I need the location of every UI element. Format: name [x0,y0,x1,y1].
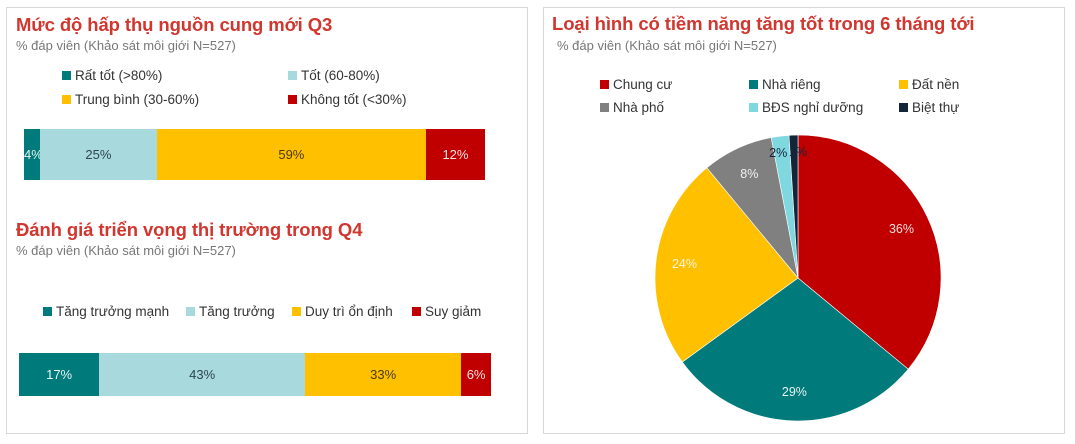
legend-swatch-icon [749,103,758,112]
legend-label: Nhà phố [613,100,665,115]
bar-segment-very-good: 4% [24,129,41,180]
bar-segment-not-good: 12% [425,129,485,180]
legend-item-good: Tốt (60-80%) [288,68,380,83]
legend-label: BĐS nghỉ dưỡng [762,100,864,115]
legend-label: Nhà riêng [762,77,821,92]
legend-swatch-icon [186,307,195,316]
chart-subtitle-outlook: % đáp viên (Khảo sát môi giới N=527) [16,243,236,258]
legend-item-growth: Tăng trưởng [186,304,275,319]
pie-slice-land-plot [654,167,799,363]
legend-item-apartment: Chung cư [600,77,672,92]
legend-swatch-icon [600,80,609,89]
legend-label: Suy giảm [425,304,482,319]
legend-item-average: Trung bình (30-60%) [62,92,199,107]
legend-item-private-house: Nhà riêng [749,77,821,92]
chart-title-outlook: Đánh giá triển vọng thị trường trong Q4 [16,219,363,240]
right-panel: Loại hình có tiềm năng tăng tốt trong 6 … [543,7,1065,434]
bar-segment-decline: 6% [461,353,491,396]
legend-label: Chung cư [613,77,673,92]
chart-subtitle-property-types: % đáp viên (Khảo sát môi giới N=527) [557,38,777,53]
legend-label: Duy trì ổn định [305,304,393,319]
legend-swatch-icon [62,95,71,104]
legend-item-stable: Duy trì ổn định [292,304,393,319]
legend-swatch-icon [749,80,758,89]
legend-item-strong-growth: Tăng trưởng mạnh [43,304,169,319]
legend-swatch-icon [292,307,301,316]
pie-slice-private-house [681,277,909,422]
pie-label-private-house: 29% [781,385,807,400]
legend-label: Trung bình (30-60%) [75,92,200,107]
legend-label: Tốt (60-80%) [301,68,380,83]
pie-label-resort-property: 2% [769,146,788,161]
legend-label: Rất tốt (>80%) [75,68,163,83]
chart-title-property-types: Loại hình có tiềm năng tăng tốt trong 6 … [552,13,975,34]
legend-swatch-icon [288,95,297,104]
pie-label-townhouse: 8% [740,167,759,182]
chart-title-absorption: Mức độ hấp thụ nguồn cung mới Q3 [16,14,333,35]
legend-label: Tăng trưởng mạnh [56,304,170,319]
bar-segment-good: 25% [40,129,157,180]
legend-item-townhouse: Nhà phố [600,100,664,115]
pie-label-villa: 1% [789,145,808,160]
legend-swatch-icon [412,307,421,316]
legend-label: Không tốt (<30%) [301,92,407,107]
pie-slice-apartment [797,134,942,370]
legend-item-not-good: Không tốt (<30%) [288,92,406,107]
legend-label: Tăng trưởng [199,304,275,319]
left-panel: Mức độ hấp thụ nguồn cung mới Q3 % đáp v… [6,7,528,434]
pie-label-apartment: 36% [888,222,915,237]
legend-swatch-icon [600,103,609,112]
stacked-bar-absorption: 4% 25% 59% 12% [24,129,485,180]
legend-swatch-icon [899,103,908,112]
bar-segment-average: 59% [156,129,426,180]
chart-subtitle-absorption: % đáp viên (Khảo sát môi giới N=527) [16,38,236,53]
legend-item-decline: Suy giảm [412,304,481,319]
bar-segment-growth: 43% [99,353,306,396]
legend-item-villa: Biệt thự [899,100,959,115]
legend-item-resort-property: BĐS nghỉ dưỡng [749,100,863,115]
legend-item-land-plot: Đất nền [899,77,959,92]
legend-label: Biệt thự [912,100,960,115]
pie-slice-villa [788,134,799,279]
stacked-bar-outlook: 17% 43% 33% 6% [19,353,491,396]
legend-swatch-icon [899,80,908,89]
pie-label-land-plot: 24% [671,256,698,271]
legend-item-very-good: Rất tốt (>80%) [62,68,162,83]
legend-swatch-icon [43,307,52,316]
legend-swatch-icon [288,71,297,80]
bar-segment-stable: 33% [305,353,462,396]
legend-label: Đất nền [912,77,960,92]
legend-swatch-icon [62,71,71,80]
bar-segment-strong-growth: 17% [19,353,100,396]
pie-chart [654,134,942,422]
